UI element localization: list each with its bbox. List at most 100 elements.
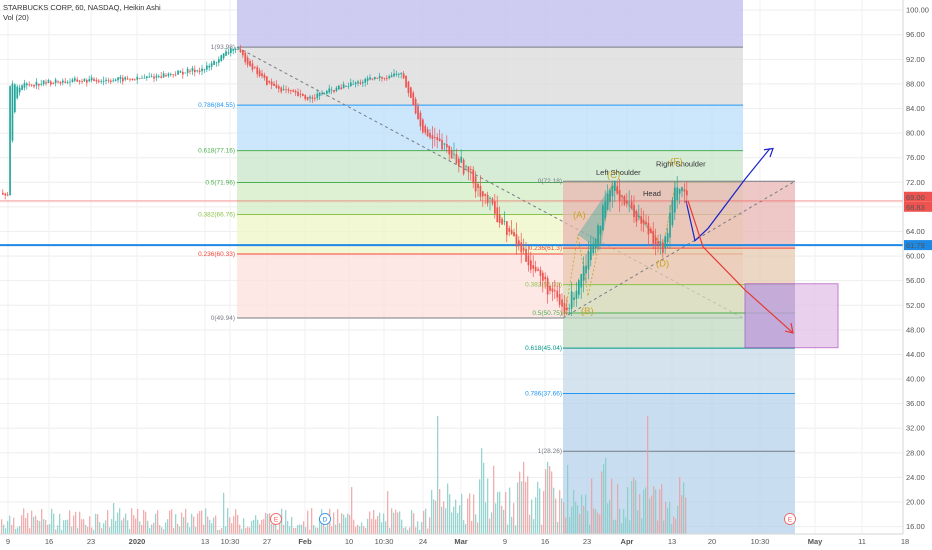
volume-bar (463, 520, 465, 534)
candle-body (227, 52, 230, 54)
volume-bar (519, 471, 521, 534)
volume-bar (45, 520, 47, 534)
time-tick-label: Apr (621, 537, 634, 546)
candle-body (74, 78, 76, 81)
candle-body (546, 278, 549, 295)
candle-body (261, 73, 263, 77)
candle-body (374, 76, 376, 80)
volume-bar (121, 520, 123, 534)
price-tick-label: 28.00 (906, 448, 925, 457)
price-tick-label: 52.00 (906, 301, 925, 310)
volume-bar (227, 508, 229, 534)
volume-bar (467, 498, 469, 534)
volume-bar (5, 528, 7, 534)
target-zone (744, 283, 839, 349)
candle-body (242, 50, 244, 56)
volume-bar (633, 477, 635, 534)
volume-bar (557, 521, 559, 534)
chart-title[interactable]: STARBUCKS CORP, 60, NASDAQ, Heikin Ashi (3, 3, 161, 12)
time-axis[interactable]: 9 16 23 2020 13 10:30 27 Feb 10 10:30 24 Mar 9 16 23 Ap… (0, 533, 932, 550)
candle-body (155, 75, 158, 78)
volume-bar (113, 503, 115, 534)
volume-bar (377, 515, 379, 534)
point-c-label: (C) (607, 170, 620, 181)
candle-body (472, 169, 475, 184)
fib-level-label: 0.618(77.16) (198, 148, 235, 155)
volume-bar (345, 517, 347, 534)
candle-body (626, 200, 628, 204)
volume-bar (677, 505, 679, 534)
candle-body (522, 247, 525, 251)
candle-body (306, 97, 309, 100)
candle-body (314, 98, 316, 99)
candle-body (616, 186, 619, 194)
volume-bar (531, 499, 533, 534)
volume-bar (421, 522, 423, 534)
ext-level-label: 0.5(50.75) (532, 310, 562, 317)
candle-body (30, 84, 33, 86)
candle-body (366, 78, 369, 81)
candle-body (160, 76, 163, 79)
price-label-text: 68.83 (906, 203, 925, 212)
candle-body (254, 66, 256, 68)
candle-body (23, 82, 26, 88)
volume-bar (469, 493, 471, 534)
candle-body (26, 83, 28, 86)
price-label-tag (904, 191, 932, 202)
volume-bar (309, 529, 311, 534)
volume-bar (311, 508, 313, 534)
price-tick-label: 84.00 (906, 104, 925, 113)
volume-bar (133, 515, 135, 534)
volume-bar (499, 491, 501, 534)
time-tick-label: 23 (87, 537, 95, 546)
candle-body (585, 265, 587, 274)
volume-bar (655, 489, 657, 534)
candle-body (489, 198, 491, 200)
volume-bar (473, 494, 475, 534)
candle-body (302, 94, 304, 96)
volume-bar (399, 511, 401, 534)
fibonacci-extension[interactable]: 0(72.18) 0.236(61.3) 0.382(55.35) 0.5(50.75… (525, 178, 839, 535)
volume-bar (621, 523, 623, 534)
volume-bar (291, 517, 293, 534)
volume-bar (635, 480, 637, 534)
volume-bar (293, 527, 295, 534)
volume-bar (587, 511, 589, 534)
volume-bar (549, 466, 551, 534)
candle-body (112, 80, 115, 82)
volume-bar (97, 514, 99, 534)
volume-bar (571, 506, 573, 534)
volume-bar (39, 520, 41, 534)
volume-bar (389, 527, 391, 534)
candle-body (52, 83, 55, 84)
ext-level-label: 0.236(61.3) (529, 245, 562, 252)
candle-body (16, 86, 19, 99)
volume-bar (645, 487, 647, 534)
volume-bar (397, 512, 399, 534)
candle-body (599, 226, 602, 235)
volume-bar (231, 523, 233, 534)
volume-indicator-label[interactable]: Vol (20) (3, 13, 29, 22)
candle-body (165, 75, 167, 77)
candle-body (652, 230, 655, 244)
candle-body (386, 78, 388, 79)
candle-body (11, 83, 14, 141)
candle-body (479, 186, 482, 197)
price-axis[interactable]: 16.00 20.00 24.00 28.00 32.00 36.00 40.00 44.00… (902, 0, 932, 550)
candle-body (414, 99, 417, 114)
candle-body (676, 187, 679, 201)
volume-bar (205, 508, 207, 534)
candle-body (664, 236, 667, 248)
volume-bar (153, 522, 155, 534)
candle-body (239, 49, 242, 53)
volume-bar (441, 506, 443, 534)
candle-body (321, 93, 323, 95)
time-tick-label: 11 (858, 537, 866, 546)
candle-body (153, 76, 155, 79)
volume-bar (361, 522, 363, 534)
volume-bar (281, 508, 283, 534)
candle-body (448, 145, 451, 155)
candle-body (338, 85, 340, 90)
candle-body (225, 51, 227, 56)
